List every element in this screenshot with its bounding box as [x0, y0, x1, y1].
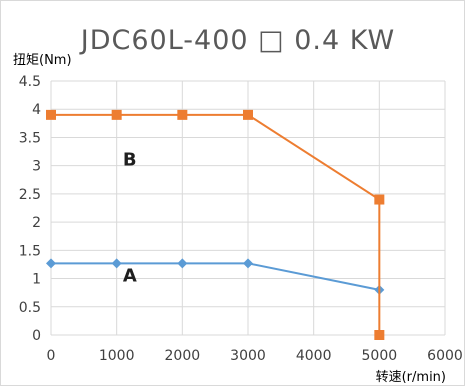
series-group — [46, 109, 385, 340]
series-label-a: A — [123, 265, 137, 286]
y-tick-label: 0 — [32, 328, 41, 344]
y-tick-label: 2 — [32, 215, 41, 231]
series-a-point — [177, 258, 188, 269]
y-tick-label: 3 — [32, 159, 41, 175]
y-tick-label: 2.5 — [19, 187, 41, 203]
x-tick-label: 1000 — [99, 348, 135, 364]
series-label-b: B — [123, 150, 137, 171]
x-tick-label: 0 — [47, 348, 56, 364]
chart-title: JDC60L-400 □ 0.4 KW — [79, 25, 395, 56]
y-tick-label: 4.5 — [19, 74, 41, 90]
series-labels: AB — [123, 150, 137, 287]
y-axis-label: 扭矩(Nm) — [13, 53, 72, 68]
series-a-point — [46, 258, 56, 269]
x-tick-label: 2000 — [165, 348, 201, 364]
y-tick-label: 0.5 — [19, 300, 41, 316]
x-tick-label: 3000 — [230, 348, 266, 364]
y-tick-label: 3.5 — [19, 130, 41, 146]
y-tick-label: 4 — [32, 102, 41, 118]
series-a-point — [111, 258, 122, 269]
series-a — [46, 258, 385, 295]
series-b-point — [177, 109, 188, 120]
series-b-line — [51, 113, 381, 335]
y-tick-label: 1 — [32, 272, 41, 288]
series-b-point — [46, 109, 56, 120]
y-tick-label: 1.5 — [19, 243, 41, 259]
x-axis-label: 转速(r/min) — [376, 370, 446, 385]
x-tick-label: 5000 — [362, 348, 398, 364]
grid-lines — [50, 80, 446, 336]
series-a-line — [51, 262, 380, 291]
series-b-point — [243, 109, 253, 120]
series-b-point — [111, 109, 122, 120]
series-b-point — [374, 194, 385, 205]
x-tick-label: 6000 — [427, 348, 463, 364]
axis-ticks: 0 0.5 1 1.5 2 2.5 3 3.5 4 4.5 0 1000 2000 3000 4000 500… — [19, 74, 463, 364]
series-a-point — [243, 258, 253, 269]
x-tick-label: 4000 — [296, 348, 332, 364]
series-b — [46, 109, 385, 340]
series-b-point — [374, 330, 385, 340]
